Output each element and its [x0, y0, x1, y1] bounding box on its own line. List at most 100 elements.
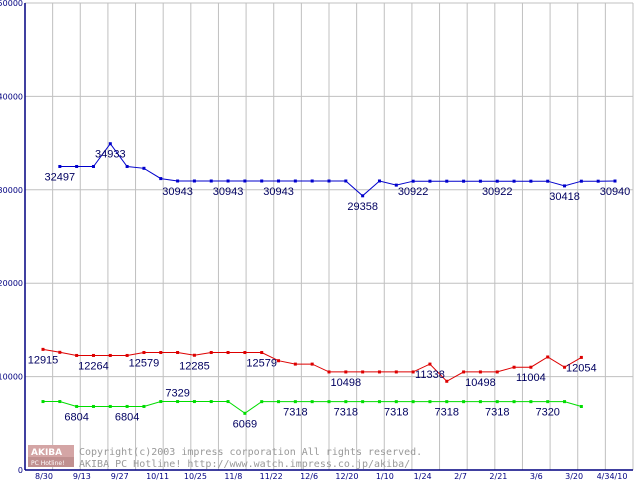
data-point	[142, 404, 146, 408]
x-tick-label: 1/24	[414, 472, 432, 480]
data-point	[377, 179, 381, 183]
y-tick-label: 20000	[0, 279, 23, 288]
data-point	[579, 404, 583, 408]
data-point	[563, 184, 567, 188]
data-label: 12264	[78, 360, 109, 372]
akiba-logo: AKIBA PC Hotline!	[28, 445, 74, 467]
data-point	[512, 400, 516, 404]
data-point	[344, 179, 348, 183]
data-point	[377, 400, 381, 404]
data-point	[293, 400, 297, 404]
y-tick-label: 30000	[0, 186, 23, 195]
data-point	[91, 353, 95, 357]
y-tick-label: 50000	[0, 0, 23, 8]
akiba-logo-bottom	[28, 457, 74, 467]
data-point	[226, 351, 230, 355]
data-point	[495, 179, 499, 183]
data-label: 30418	[549, 191, 580, 203]
data-point	[192, 400, 196, 404]
data-label: 34933	[95, 149, 126, 161]
data-point	[41, 400, 45, 404]
x-tick-label: 1/10	[376, 472, 394, 480]
data-point	[209, 400, 213, 404]
data-point	[277, 359, 281, 363]
data-point	[91, 164, 95, 168]
credit-watermark: AKIBA PC Hotline! Copyright(c)2003 impre…	[28, 445, 422, 470]
data-point	[529, 179, 533, 183]
data-point	[462, 370, 466, 374]
data-point	[361, 370, 365, 374]
data-point	[495, 370, 499, 374]
data-point	[243, 411, 247, 415]
url-line: AKIBA PC Hotline! http://www.watch.impre…	[79, 459, 410, 470]
y-tick-label: 40000	[0, 92, 23, 101]
x-tick-label: 12/6	[300, 472, 318, 480]
data-label: 12579	[246, 358, 277, 370]
data-point	[226, 179, 230, 183]
axes	[24, 3, 633, 471]
data-point	[125, 164, 129, 168]
data-point	[176, 179, 180, 183]
data-point	[546, 355, 550, 359]
x-tick-label: 3/6	[530, 472, 543, 480]
data-point	[209, 179, 213, 183]
data-point	[344, 370, 348, 374]
copyright-line: Copyright(c)2003 impress corporation All…	[79, 447, 422, 458]
data-label: 29358	[347, 201, 378, 213]
data-point	[310, 400, 314, 404]
data-point	[75, 353, 79, 357]
x-tick-label: 9/13	[73, 472, 91, 480]
data-point	[108, 353, 112, 357]
data-point	[159, 177, 163, 181]
x-tick-label: 2/21	[489, 472, 507, 480]
data-point	[243, 351, 247, 355]
data-point	[125, 404, 129, 408]
data-label: 7318	[435, 407, 459, 419]
data-point	[75, 404, 79, 408]
data-label: 6804	[115, 411, 139, 423]
data-point	[159, 400, 163, 404]
data-point	[546, 400, 550, 404]
series-line-0	[59, 142, 616, 197]
data-label: 30922	[482, 186, 513, 198]
data-point	[529, 365, 533, 369]
data-label: 30943	[162, 186, 193, 198]
data-point	[108, 142, 112, 146]
data-point	[293, 179, 297, 183]
data-point	[428, 362, 432, 366]
data-point	[512, 365, 516, 369]
data-point	[411, 400, 415, 404]
data-point	[176, 351, 180, 355]
data-point	[344, 400, 348, 404]
data-point	[310, 362, 314, 366]
data-point	[192, 179, 196, 183]
y-tick-label: 0	[18, 466, 23, 475]
data-point	[377, 370, 381, 374]
y-tick-label: 10000	[0, 373, 23, 382]
data-label: 6069	[233, 418, 257, 430]
data-point	[91, 404, 95, 408]
data-label: 7329	[165, 388, 189, 400]
data-point	[445, 379, 449, 383]
x-tick-label: 11/8	[224, 472, 242, 480]
data-point	[512, 179, 516, 183]
data-point	[310, 179, 314, 183]
data-label: 11338	[415, 369, 445, 381]
data-point	[361, 194, 365, 198]
x-tick-label: 3/20	[565, 472, 583, 480]
data-point	[428, 179, 432, 183]
x-tick-label: 10/25	[184, 472, 207, 480]
data-point	[411, 179, 415, 183]
data-point	[209, 351, 213, 355]
data-point	[579, 179, 583, 183]
data-point	[478, 179, 482, 183]
data-label: 7320	[535, 407, 559, 419]
x-tick-label: 8/30	[35, 472, 53, 480]
data-point	[394, 400, 398, 404]
data-point	[226, 400, 230, 404]
data-point	[327, 370, 331, 374]
data-point	[563, 365, 567, 369]
data-point	[192, 353, 196, 357]
akiba-logo-main: AKIBA	[31, 448, 62, 458]
